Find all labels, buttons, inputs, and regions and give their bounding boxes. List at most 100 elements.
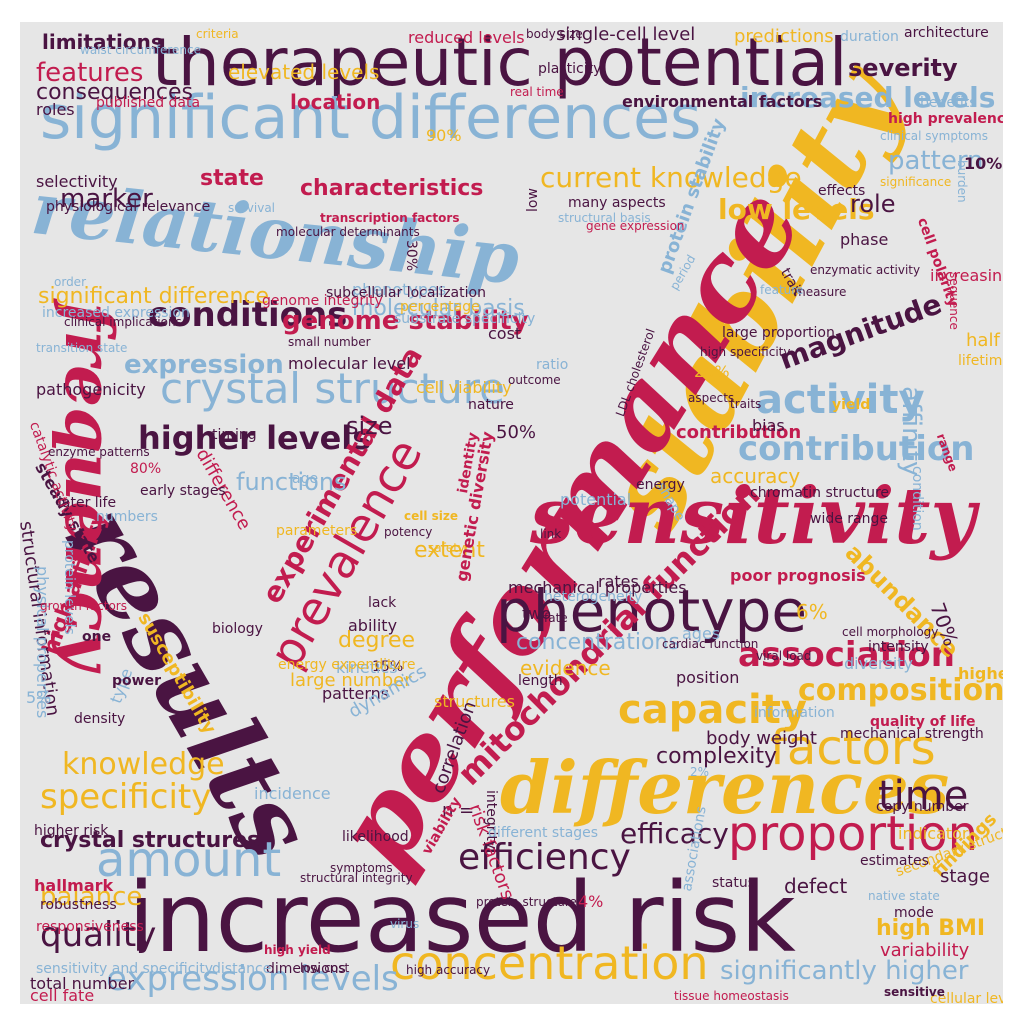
cloud-word: status (712, 875, 756, 891)
cloud-word: heterogeneity (544, 589, 643, 605)
cloud-word: condition (909, 466, 925, 531)
cloud-word: location (290, 90, 381, 114)
cloud-word: increased expression (42, 305, 190, 321)
cloud-word: biology (212, 621, 263, 637)
cloud-word: quality of life (870, 714, 976, 730)
cloud-word: defect (784, 874, 848, 898)
cloud-word: protein structure (476, 895, 577, 909)
cloud-word: low (525, 188, 541, 212)
cloud-word: likelihood (342, 829, 409, 845)
cloud-word: kinetics (336, 658, 398, 677)
cloud-word: increased risk (128, 862, 796, 974)
cloud-word: quality (40, 915, 157, 955)
cloud-word: evidence (520, 656, 611, 680)
cloud-word: robustness (40, 897, 117, 913)
cloud-word: benefits (920, 95, 977, 111)
cloud-word: significant difference (38, 284, 270, 309)
cloud-word: distance (212, 961, 272, 977)
cloud-word: activity (756, 377, 925, 423)
cloud-word: clinical symptoms (880, 129, 988, 143)
cloud-word: time (878, 773, 969, 819)
cloud-word: cell size (404, 509, 459, 523)
cloud-word: consequences (36, 80, 193, 105)
cloud-word: reduced levels (408, 28, 525, 47)
cloud-word: incidence (254, 784, 331, 803)
cloud-word: expression levels (106, 959, 399, 999)
cloud-word: potency (384, 525, 433, 539)
cloud-word: proportion (728, 806, 979, 862)
cloud-word: complexity (656, 744, 777, 769)
cloud-word: 80% (130, 461, 162, 477)
cloud-word: higher risk (34, 823, 109, 839)
cloud-word: sensitivity and specificity (36, 961, 214, 977)
cloud-word: severity (848, 54, 958, 82)
cloud-word: rates (598, 572, 639, 591)
cloud-word: percentage (400, 299, 480, 315)
cloud-word: 5% (26, 688, 52, 707)
cloud-word: waist circumference (80, 43, 202, 57)
cloud-word: responsiveness (36, 919, 144, 935)
cloud-word: pattern (888, 146, 984, 176)
cloud-word: tissue homeostasis (674, 989, 789, 1003)
cloud-word: clinical implications (64, 315, 182, 329)
cloud-word: safety (428, 541, 466, 555)
cloud-word: high accuracy (406, 963, 491, 977)
cloud-word: many aspects (568, 195, 666, 211)
cloud-word: current knowledge (540, 161, 802, 194)
cloud-word: bias (752, 416, 785, 435)
cloud-word: state (200, 166, 264, 191)
cloud-word: therapeutic potential (152, 24, 848, 101)
cloud-word: phenotype (496, 577, 808, 645)
cloud-word: timing (212, 427, 257, 443)
cloud-word: cellular level (930, 991, 1003, 1004)
cloud-word: concentration (390, 936, 709, 990)
cloud-word: knowledge (62, 747, 225, 782)
cloud-word: factors (770, 720, 936, 776)
word-cloud-canvas: increased risk therapeutic potential signi… (20, 22, 1003, 1004)
cloud-word: protein levels (61, 540, 77, 635)
cloud-word: selectivity (36, 172, 118, 191)
cloud-word: variability (880, 940, 970, 961)
cloud-word: mechanical properties (508, 578, 687, 597)
cloud-word: increasing number (930, 266, 1003, 285)
cloud-word: copy number (876, 799, 969, 815)
cloud-word: cell viability (416, 378, 512, 397)
cloud-word: feature (760, 283, 804, 297)
cloud-word: high BMI (876, 916, 986, 941)
cloud-word: mechanical strength (840, 726, 984, 742)
cloud-word: numbers (96, 509, 158, 525)
cloud-word: molecular level (288, 354, 411, 373)
cloud-word: energy expenditure (278, 657, 416, 673)
cloud-word: patterns (322, 684, 390, 703)
cloud-word: body weight (706, 728, 817, 749)
cloud-word: differences (500, 745, 950, 830)
cloud-word: published data (96, 95, 201, 111)
cloud-word: early stages (140, 483, 226, 499)
cloud-word: large proportion (722, 325, 835, 341)
cloud-word: nature (468, 397, 514, 413)
cloud-word: specificity (40, 777, 212, 817)
cloud-word: conditions (148, 295, 348, 335)
cloud-word: physiological relevance (46, 199, 211, 215)
cloud-word: burden (955, 160, 969, 203)
cloud-word: degree (338, 628, 416, 653)
cloud-word: physical properties (33, 566, 52, 719)
cloud-word: predictions (734, 26, 834, 47)
cloud-word: architecture (904, 25, 989, 41)
cloud-word: fate (544, 611, 568, 625)
cloud-word: growth factors (40, 599, 127, 613)
cloud-word: measure (794, 285, 847, 299)
cloud-word: outcome (508, 373, 561, 387)
cloud-word: position (676, 668, 740, 687)
cloud-word: higher levels (138, 419, 372, 457)
cloud-word: expression (124, 350, 284, 380)
cloud-word: real time (510, 85, 564, 99)
cloud-word: features (36, 58, 144, 88)
cloud-word: roles (36, 100, 75, 119)
cloud-word: potential (560, 490, 632, 509)
cloud-word: balance (40, 882, 143, 912)
cloud-word: parameters (276, 523, 358, 539)
cloud-word: stage (940, 866, 990, 887)
cloud-word: transition state (36, 341, 128, 355)
